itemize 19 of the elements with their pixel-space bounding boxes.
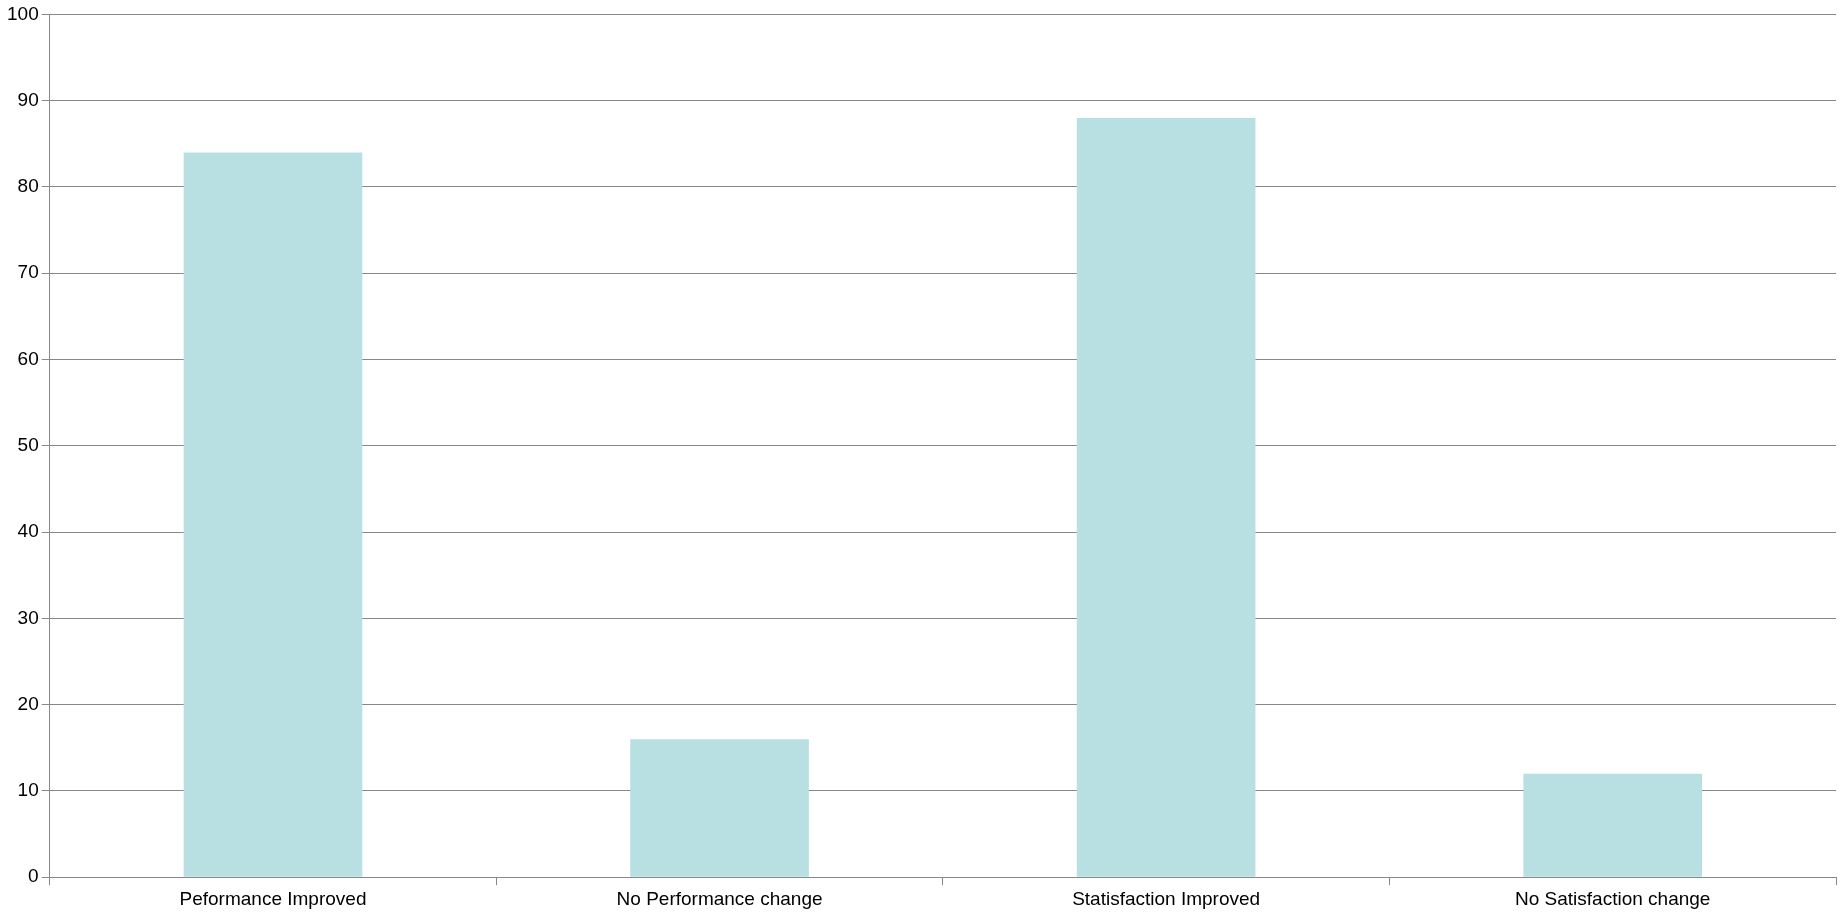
y-tick-label: 90: [17, 88, 39, 110]
y-tick-label: 70: [17, 261, 39, 283]
bar: [630, 739, 809, 877]
y-tick-label: 60: [17, 347, 39, 369]
y-tick-label: 40: [17, 520, 39, 542]
bar: [1523, 773, 1703, 877]
y-tick-label: 0: [28, 865, 39, 887]
y-tick-label: 20: [17, 692, 39, 714]
y-tick-label: 50: [17, 434, 39, 456]
y-tick-label: 30: [17, 606, 39, 628]
x-tick-label: No Satisfaction change: [1515, 887, 1711, 909]
x-tick-label: Peformance Improved: [179, 887, 367, 909]
x-tick-label: No Performance change: [616, 887, 823, 909]
bar: [1076, 117, 1256, 877]
y-tick-label: 10: [17, 779, 39, 801]
x-tick-label: Statisfaction Improved: [1072, 887, 1261, 909]
y-tick-label: 80: [17, 175, 39, 197]
y-tick-label: 100: [7, 2, 39, 24]
bar: [183, 152, 363, 877]
